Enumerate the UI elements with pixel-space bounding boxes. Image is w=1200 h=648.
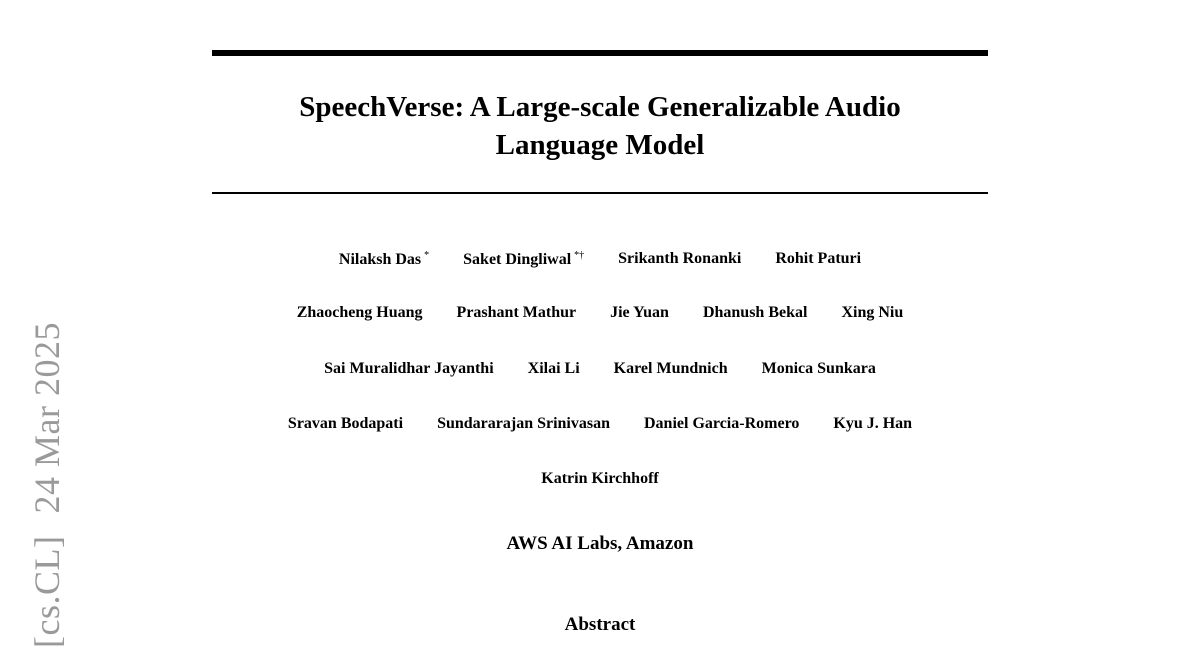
author-name: Sai Muralidhar Jayanthi bbox=[324, 360, 494, 377]
author: Xilai Li bbox=[528, 360, 580, 378]
author: Sundararajan Srinivasan bbox=[437, 415, 610, 433]
title-rule bbox=[212, 192, 988, 194]
title-line-1: SpeechVerse: A Large-scale Generalizable… bbox=[299, 91, 901, 123]
author: Karel Mundnich bbox=[614, 360, 728, 378]
author: Sai Muralidhar Jayanthi bbox=[324, 360, 494, 378]
arxiv-category: [cs.CL] bbox=[27, 535, 67, 648]
author: Kyu J. Han bbox=[833, 415, 912, 433]
author-name: Prashant Mathur bbox=[456, 304, 577, 321]
author-name: Rohit Paturi bbox=[775, 250, 862, 267]
author-name: Sundararajan Srinivasan bbox=[437, 415, 610, 432]
author-footnote-mark: * bbox=[424, 250, 430, 261]
author-name: Katrin Kirchhoff bbox=[541, 470, 659, 487]
paper-title: SpeechVerse: A Large-scale Generalizable… bbox=[212, 88, 988, 164]
author-name: Jie Yuan bbox=[610, 304, 669, 321]
author-name: Saket Dingliwal bbox=[463, 251, 572, 268]
author-row: Nilaksh Das * Saket Dingliwal *† Srikanth Ro… bbox=[212, 250, 988, 269]
author-row: Katrin Kirchhoff bbox=[212, 470, 988, 488]
affiliation: AWS AI Labs, Amazon bbox=[506, 533, 694, 554]
author: Nilaksh Das * bbox=[339, 250, 429, 269]
author: Katrin Kirchhoff bbox=[541, 470, 658, 488]
author-name: Daniel Garcia-Romero bbox=[644, 415, 800, 432]
author-footnote-mark: *† bbox=[574, 250, 585, 261]
author: Prashant Mathur bbox=[457, 304, 577, 322]
arxiv-date: 24 Mar 2025 bbox=[27, 322, 67, 514]
author-name: Xing Niu bbox=[841, 304, 904, 321]
title-line-2: Language Model bbox=[495, 129, 705, 161]
author-row: Sravan Bodapati Sundararajan Srinivasan Da… bbox=[212, 415, 988, 433]
top-rule bbox=[212, 50, 988, 56]
author: Xing Niu bbox=[841, 304, 903, 322]
author-name: Kyu J. Han bbox=[833, 415, 913, 432]
arxiv-stamp: [cs.CL] 24 Mar 2025 bbox=[26, 300, 68, 648]
author-name: Srikanth Ronanki bbox=[618, 250, 742, 267]
author: Srikanth Ronanki bbox=[618, 250, 741, 269]
author: Saket Dingliwal *† bbox=[463, 250, 584, 269]
author-name: Nilaksh Das bbox=[338, 251, 422, 268]
author: Zhaocheng Huang bbox=[297, 304, 423, 322]
author: Monica Sunkara bbox=[762, 360, 876, 378]
author-name: Karel Mundnich bbox=[613, 360, 728, 377]
author: Jie Yuan bbox=[610, 304, 669, 322]
author-name: Zhaocheng Huang bbox=[296, 304, 423, 321]
author-name: Dhanush Bekal bbox=[702, 304, 808, 321]
author: Rohit Paturi bbox=[775, 250, 861, 269]
author-name: Xilai Li bbox=[527, 360, 580, 377]
author: Dhanush Bekal bbox=[703, 304, 808, 322]
author-row: Sai Muralidhar Jayanthi Xilai Li Karel Mun… bbox=[212, 360, 988, 378]
author: Sravan Bodapati bbox=[288, 415, 403, 433]
author: Daniel Garcia-Romero bbox=[644, 415, 799, 433]
author-name: Sravan Bodapati bbox=[287, 415, 404, 432]
abstract-heading: Abstract bbox=[564, 614, 636, 635]
author-name: Monica Sunkara bbox=[761, 360, 876, 377]
author-row: Zhaocheng Huang Prashant Mathur Jie Yuan Dh… bbox=[212, 304, 988, 322]
